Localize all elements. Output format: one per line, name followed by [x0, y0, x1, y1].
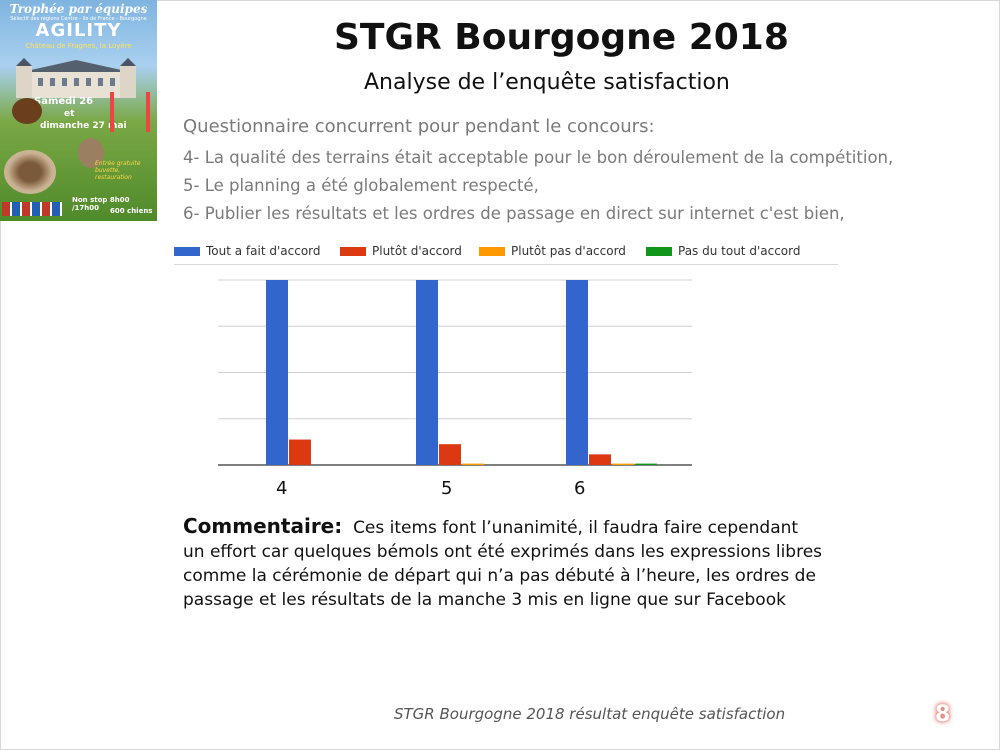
- poster-title: Trophée par équipes: [9, 2, 148, 16]
- poster-date-saturday: Samedi 26: [34, 96, 94, 107]
- legend-label: Tout a fait d'accord: [206, 244, 321, 258]
- x-tick-label-5: 5: [441, 478, 453, 499]
- tunnel-illustration: [4, 150, 56, 194]
- bar-q4-series-1: [289, 439, 311, 465]
- poster-subtitle: Sélectif des régions Centre - Ile de Fra…: [10, 16, 147, 22]
- poster-date-sunday: dimanche 27 mai: [40, 121, 127, 131]
- bar-q6-series-3: [635, 463, 657, 465]
- legend-item-tout-a-fait: Tout a fait d'accord: [174, 244, 321, 260]
- poster-hours: Non stop 8h00 /17h00: [72, 196, 130, 212]
- x-tick-label-6: 6: [574, 478, 586, 499]
- dog-illustration: [12, 98, 42, 124]
- bar-q5-series-2: [462, 463, 484, 465]
- footer-text: STGR Bourgogne 2018 résultat enquête sat…: [394, 705, 786, 723]
- x-tick-label-4: 4: [276, 478, 288, 499]
- poster-headline: AGILITY: [35, 20, 122, 41]
- agility-poster-image: Trophée par équipes Sélectif des régions…: [0, 0, 157, 221]
- bar-q6-series-1: [589, 454, 611, 465]
- legend-label: Plutôt d'accord: [372, 244, 462, 258]
- page-number: 8: [935, 702, 951, 727]
- legend-swatch: [646, 247, 672, 256]
- legend-item-plutot-accord: Plutôt d'accord: [340, 244, 462, 260]
- hurdle-illustration: [110, 92, 150, 132]
- legend-item-plutot-pas: Plutôt pas d'accord: [479, 244, 626, 260]
- bar-q6-series-0: [566, 280, 588, 465]
- bar-q6-series-2: [612, 463, 634, 465]
- bar-q5-series-0: [416, 280, 438, 465]
- poster-entry-info: Entrée gratuite buvette, restauration: [95, 160, 141, 181]
- slide-title: STGR Bourgogne 2018: [334, 17, 789, 58]
- dog-illustration-2: [78, 138, 104, 168]
- questionnaire-heading: Questionnaire concurrent pour pendant le…: [183, 116, 655, 137]
- bar-chart: [218, 279, 692, 466]
- sponsor-logos: [2, 202, 62, 216]
- poster-venue: Château de Fragnes, la Loyère: [25, 42, 132, 50]
- comment-block: Commentaire: Ces items font l’unanimité,…: [183, 514, 823, 612]
- legend-swatch: [340, 247, 366, 256]
- question-item-5: 5- Le planning a été globalement respect…: [183, 176, 539, 195]
- legend-label: Pas du tout d'accord: [678, 244, 801, 258]
- legend-label: Plutôt pas d'accord: [511, 244, 626, 258]
- comment-text: Ces items font l’unanimité, il faudra fa…: [183, 518, 823, 610]
- bar-q4-series-0: [266, 280, 288, 465]
- poster-dog-count: 600 chiens: [110, 207, 153, 215]
- question-item-6: 6- Publier les résultats et les ordres d…: [183, 204, 845, 223]
- legend-swatch: [479, 247, 505, 256]
- question-item-4: 4- La qualité des terrains était accepta…: [183, 148, 894, 167]
- legend-swatch: [174, 247, 200, 256]
- slide-subtitle: Analyse de l’enquête satisfaction: [364, 70, 730, 95]
- poster-date-and: et: [64, 109, 75, 119]
- legend-item-pas-du-tout: Pas du tout d'accord: [646, 244, 800, 260]
- chart-legend: Tout a fait d'accord Plutôt d'accord Plu…: [174, 244, 838, 265]
- comment-label: Commentaire:: [183, 514, 343, 538]
- bar-q5-series-1: [439, 444, 461, 465]
